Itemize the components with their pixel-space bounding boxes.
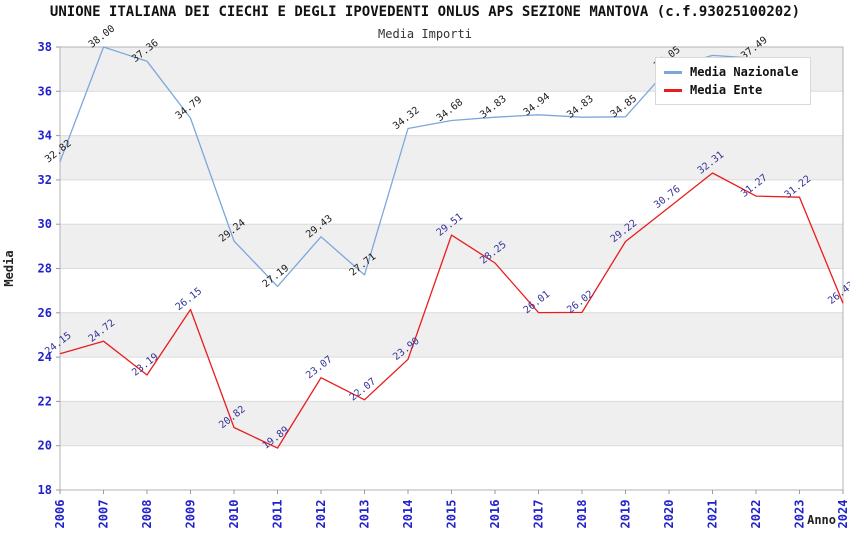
x-tick-label: 2008 (140, 500, 154, 529)
legend-item-media-nazionale: Media Nazionale (664, 63, 802, 81)
point-value-label: 26.43 (826, 280, 850, 307)
x-tick-label: 2017 (532, 500, 546, 529)
x-tick-label: 2007 (97, 500, 111, 529)
point-value-label: 23.07 (304, 354, 334, 381)
y-tick-label: 36 (38, 84, 52, 98)
plot-band (60, 401, 843, 446)
y-tick-label: 20 (38, 439, 52, 453)
x-tick-label: 2006 (53, 500, 67, 529)
y-tick-label: 24 (38, 350, 52, 364)
chart-subtitle: Media Importi (378, 27, 472, 41)
legend-label-media-nazionale: Media Nazionale (690, 65, 799, 79)
x-tick-label: 2018 (575, 500, 589, 529)
legend-item-media-ente: Media Ente (664, 81, 802, 99)
x-tick-label: 2012 (314, 500, 328, 529)
x-axis-title: Anno (807, 513, 836, 527)
legend-label-media-ente: Media Ente (690, 83, 763, 97)
x-tick-label: 2013 (358, 500, 372, 529)
media-ente-line-swatch (664, 88, 682, 92)
point-value-label: 30.76 (652, 184, 682, 211)
y-tick-label: 32 (38, 173, 52, 187)
y-tick-label: 34 (38, 129, 52, 143)
point-value-label: 26.15 (174, 286, 204, 313)
series-line-media-nazionale (59, 46, 757, 288)
x-tick-label: 2023 (793, 500, 807, 529)
y-tick-label: 22 (38, 394, 52, 408)
y-axis-title: Media (2, 250, 16, 286)
y-tick-label: 26 (38, 306, 52, 320)
x-tick-label: 2011 (271, 500, 285, 529)
point-value-label: 34.79 (174, 95, 204, 122)
x-tick-label: 2016 (488, 500, 502, 529)
plot-band (60, 312, 843, 358)
x-tick-label: 2022 (749, 500, 763, 529)
media-nazionale-line-swatch (664, 70, 682, 74)
x-tick-label: 2021 (706, 500, 720, 529)
y-tick-label: 28 (38, 262, 52, 276)
x-tick-label: 2015 (445, 500, 459, 529)
x-tick-label: 2024 (836, 500, 850, 529)
series-line-media-ente (59, 172, 844, 449)
x-tick-label: 2009 (184, 500, 198, 529)
plot-band (60, 224, 843, 269)
y-tick-label: 38 (38, 40, 52, 54)
legend: Media Nazionale Media Ente (655, 57, 811, 105)
x-tick-label: 2010 (227, 500, 241, 529)
chart-title: UNIONE ITALIANA DEI CIECHI E DEGLI IPOVE… (49, 4, 801, 20)
x-tick-label: 2019 (619, 500, 633, 529)
point-value-label: 34.32 (391, 105, 421, 132)
x-tick-label: 2020 (662, 500, 676, 529)
y-tick-label: 18 (38, 483, 52, 497)
y-tick-label: 30 (38, 217, 52, 231)
x-tick-label: 2014 (401, 500, 415, 529)
